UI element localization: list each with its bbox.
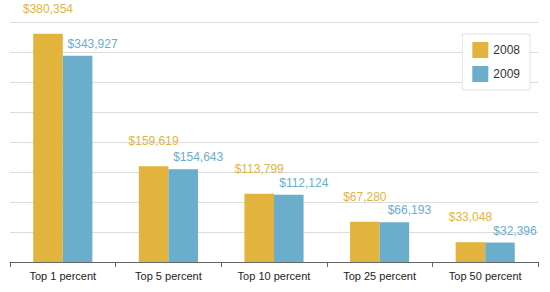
svg-text:2008: 2008	[493, 43, 520, 57]
svg-text:$66,193: $66,193	[388, 203, 432, 217]
svg-text:$32,396: $32,396	[493, 224, 537, 238]
svg-text:$33,048: $33,048	[449, 210, 493, 224]
svg-text:$343,927: $343,927	[68, 37, 118, 51]
svg-text:$113,799: $113,799	[235, 162, 284, 176]
svg-text:Top 50 percent: Top 50 percent	[449, 270, 522, 282]
svg-text:Top 5 percent: Top 5 percent	[135, 270, 202, 282]
svg-text:$380,354: $380,354	[23, 2, 73, 16]
svg-text:2009: 2009	[493, 67, 520, 81]
svg-text:Top 1 percent: Top 1 percent	[29, 270, 96, 282]
svg-text:$154,643: $154,643	[173, 150, 223, 164]
svg-text:Top 25 percent: Top 25 percent	[343, 270, 416, 282]
svg-text:$67,280: $67,280	[343, 190, 387, 204]
svg-text:Top 10 percent: Top 10 percent	[238, 270, 311, 282]
svg-text:$112,124: $112,124	[279, 176, 328, 190]
svg-text:$159,619: $159,619	[129, 134, 179, 148]
